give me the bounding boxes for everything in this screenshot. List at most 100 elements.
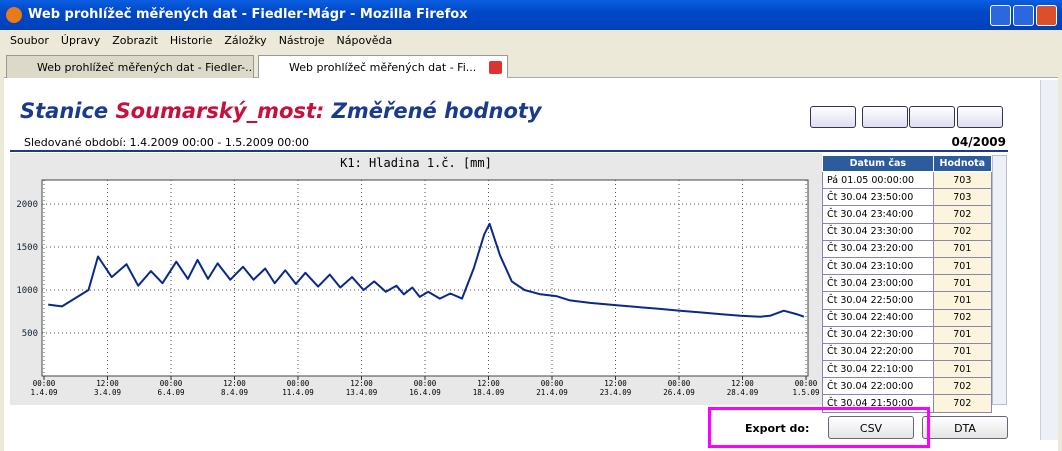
tab-bar: Web prohlížeč měřených dat - Fiedler-...…	[4, 52, 1058, 78]
y-tick-label: 500	[22, 329, 38, 339]
minimize-button[interactable]	[990, 5, 1011, 26]
menu-item[interactable]: Historie	[169, 34, 213, 47]
chart: K1: Hladina 1.č. [mm] 500 1000 1500 2000 00:…	[10, 153, 822, 405]
table-row: Čt 30.04 22:00:00 702	[822, 377, 993, 396]
value-cell: 703	[932, 188, 993, 207]
table-row: Pá 01.05 00:00:00 703	[822, 170, 993, 190]
x-tick-label: 12:00	[604, 379, 627, 388]
title-bar: Web prohlížeč měřených dat - Fiedler-Mág…	[0, 0, 1062, 30]
heading: Změřené hodnoty	[331, 99, 542, 123]
dta-button[interactable]: DTA	[922, 416, 1008, 439]
value-cell: 701	[932, 360, 993, 379]
close-button[interactable]	[1036, 5, 1057, 26]
value-cell: 701	[932, 256, 993, 276]
x-tick-label: 12:00	[731, 379, 754, 388]
value-cell: 701	[932, 291, 993, 310]
table-row: Čt 30.04 23:20:00 701	[822, 239, 993, 258]
x-tick-label: 11.4.09	[282, 388, 314, 397]
y-tick-label: 2000	[16, 200, 38, 210]
tab-active[interactable]: Web prohlížeč měřených dat - Fi...	[258, 55, 508, 78]
table-row: Čt 30.04 22:20:00 701	[822, 342, 993, 362]
table-scrollbar[interactable]	[992, 155, 1007, 405]
table-row: Čt 30.04 23:00:00 701	[822, 274, 993, 293]
table-row: Čt 30.04 23:30:00 702	[822, 222, 993, 241]
table-row: Čt 30.04 22:30:00 701	[822, 325, 993, 344]
tab[interactable]: Web prohlížeč měřených dat - Fiedler-...	[6, 55, 254, 78]
table-row: Čt 30.04 23:40:00 702	[822, 205, 993, 224]
next-button[interactable]	[909, 106, 955, 128]
maximize-button[interactable]	[1013, 5, 1034, 26]
y-tick-label: 1000	[16, 286, 38, 296]
x-tick-label: 00:00	[668, 379, 691, 388]
app-icon	[6, 7, 22, 23]
x-tick-label: 00:00	[33, 379, 56, 388]
value-cell: 701	[932, 274, 993, 293]
data-line	[48, 222, 805, 318]
scrollbar[interactable]	[1040, 80, 1058, 440]
menu-item[interactable]: Zobrazit	[112, 34, 158, 47]
divider	[10, 150, 1008, 152]
date-cell: Čt 30.04 22:00:00	[822, 377, 934, 396]
page-heading: Stanice Soumarský_most: Změřené hodnoty	[20, 99, 542, 123]
menu-bar: Soubor Úpravy Zobrazit Historie Záložky Nástr…	[4, 30, 1058, 52]
x-tick-label: 3.4.09	[94, 388, 121, 397]
x-tick-label: 8.4.09	[221, 388, 248, 397]
last-button[interactable]	[957, 106, 1003, 128]
value-cell: 701	[932, 342, 993, 362]
date-cell: Čt 30.04 23:10:00	[822, 256, 934, 276]
column-header: Hodnota	[932, 155, 993, 172]
x-tick-label: 28.4.09	[727, 388, 759, 397]
column-header: Datum čas	[822, 155, 934, 172]
table-header: Datum čas Hodnota	[822, 155, 993, 172]
value-cell: 701	[932, 325, 993, 344]
station-label: Stanice	[20, 99, 109, 123]
menu-item[interactable]: Nápověda	[336, 34, 393, 47]
value-cell: 703	[932, 170, 993, 190]
x-tick-label: 23.4.09	[600, 388, 632, 397]
data-table: Datum čas Hodnota Pá 01.05 00:00:00 703 Čt 3…	[822, 155, 993, 413]
value-cell: 702	[932, 205, 993, 224]
value-cell: 702	[932, 308, 993, 327]
table-row: Čt 30.04 23:10:00 701	[822, 256, 993, 276]
x-tick-label: 6.4.09	[157, 388, 184, 397]
value-cell: 702	[932, 394, 993, 413]
prev-button[interactable]	[862, 106, 908, 128]
date-cell: Čt 30.04 23:50:00	[822, 188, 934, 207]
period: Sledované období: 1.4.2009 00:00 - 1.5.2…	[24, 136, 309, 149]
menu-item[interactable]: Nástroje	[278, 34, 325, 47]
table-row: Čt 30.04 22:10:00 701	[822, 360, 993, 379]
csv-button[interactable]: CSV	[828, 416, 914, 439]
tab-label: Web prohlížeč měřených dat - Fi...	[289, 61, 477, 74]
date-cell: Pá 01.05 00:00:00	[822, 170, 934, 190]
x-tick-label: 21.4.09	[536, 388, 568, 397]
x-tick-label: 12:00	[477, 379, 500, 388]
chart-title: K1: Hladina 1.č. [mm]	[340, 156, 492, 170]
value-cell: 702	[932, 222, 993, 241]
first-button[interactable]	[810, 106, 856, 128]
date-cell: Čt 30.04 22:30:00	[822, 325, 934, 344]
date-cell: Čt 30.04 22:50:00	[822, 291, 934, 310]
menu-item[interactable]: Záložky	[224, 34, 267, 47]
table-row: Čt 30.04 22:50:00 701	[822, 291, 993, 310]
tab-close[interactable]	[489, 61, 502, 74]
menu-item[interactable]: Soubor	[10, 34, 49, 47]
x-tick-label: 00:00	[160, 379, 183, 388]
y-tick-label: 1500	[16, 243, 38, 253]
date-cell: Čt 30.04 22:20:00	[822, 342, 934, 362]
window-title: Web prohlížeč měřených dat - Fiedler-Mág…	[28, 7, 468, 22]
x-tick-label: 1.4.09	[30, 388, 57, 397]
table-row: Čt 30.04 23:50:00 703	[822, 188, 993, 207]
x-tick-label: 00:00	[541, 379, 564, 388]
x-tick-label: 26.4.09	[663, 388, 695, 397]
date-cell: Čt 30.04 22:40:00	[822, 308, 934, 327]
highlight-box	[708, 407, 930, 448]
x-tick-label: 13.4.09	[346, 388, 378, 397]
date-cell: Čt 30.04 23:40:00	[822, 205, 934, 224]
menu-item[interactable]: Úpravy	[60, 34, 101, 47]
date-cell: Čt 30.04 23:20:00	[822, 239, 934, 258]
x-tick-label: 12:00	[96, 379, 119, 388]
export-label: Export do:	[745, 422, 810, 435]
x-tick-label: 16.4.09	[409, 388, 441, 397]
x-tick-label: 12:00	[223, 379, 246, 388]
